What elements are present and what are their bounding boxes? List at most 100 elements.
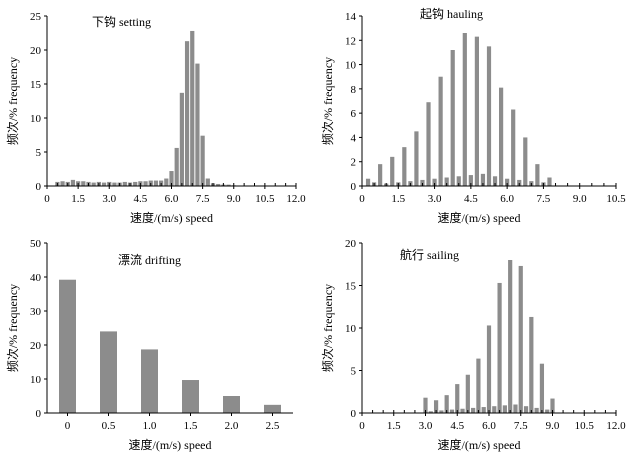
axes — [46, 243, 293, 414]
bar — [390, 156, 395, 186]
y-tick-label: 30 — [30, 306, 42, 318]
y-axis-label: 频次/% frequency — [6, 284, 20, 372]
bar — [492, 176, 498, 186]
x-axis-label: 速度/(m/s) speed — [130, 210, 213, 225]
y-tick-label: 12 — [345, 35, 356, 47]
bar — [433, 400, 439, 413]
x-tick-label: 1.5 — [387, 420, 401, 432]
bar — [81, 181, 86, 186]
x-tick-label: 6.0 — [165, 193, 179, 205]
x-tick-label: 2.0 — [225, 420, 239, 432]
bar — [456, 176, 461, 186]
x-tick-label: 1.5 — [391, 193, 405, 205]
y-tick-label: 10 — [30, 374, 42, 386]
bar — [539, 363, 545, 413]
chart-setting: 0 1.5 3.0 4.5 6.0 7.5 9.0 10.5 12.0 0 5 10 15 20 25 下钩 … — [6, 11, 306, 225]
x-tick-label: 3.0 — [428, 193, 442, 205]
chart-title: 起钩 hauling — [420, 7, 483, 21]
x-tick-label: 7.5 — [514, 420, 528, 432]
x-tick-label: 7.5 — [196, 193, 210, 205]
bar — [547, 177, 552, 186]
bar — [550, 398, 555, 413]
bar — [179, 92, 184, 186]
y-tick-label: 4 — [351, 132, 357, 144]
x-tick-label: 4.5 — [450, 420, 464, 432]
y-tick-label: 20 — [30, 340, 42, 352]
y-tick-label: 15 — [30, 79, 42, 91]
bar — [190, 30, 195, 187]
x-axis-label: 速度/(m/s) speed — [438, 210, 521, 225]
bar — [511, 109, 516, 186]
bar — [468, 175, 473, 186]
bar — [513, 404, 518, 413]
x-axis-label: 速度/(m/s) speed — [129, 437, 212, 452]
bar — [444, 395, 449, 413]
y-tick-label: 0 — [351, 408, 357, 420]
bar — [438, 76, 443, 186]
chart-sailing: 0 1.5 3.0 4.5 6.0 7.5 9.0 10.5 12.0 0 5 10 15 20 航行 sa… — [321, 238, 626, 452]
bar — [535, 164, 540, 186]
x-tick-label: 2.5 — [266, 420, 280, 432]
bar — [439, 410, 444, 413]
bar — [420, 179, 425, 186]
bar — [423, 397, 428, 413]
bar — [517, 179, 522, 186]
x-tick-label: 10.5 — [255, 193, 275, 205]
y-tick-label: 10 — [345, 323, 357, 335]
y-tick-label: 50 — [30, 238, 42, 250]
bar — [414, 131, 419, 186]
bar — [534, 407, 539, 413]
y-tick-label: 40 — [30, 272, 42, 284]
x-tick-label: 1.0 — [143, 420, 157, 432]
y-axis-label: 频次/% frequency — [321, 57, 335, 145]
bar — [462, 33, 467, 186]
bar — [476, 358, 481, 413]
bar — [141, 349, 158, 413]
x-tick-label: 4.5 — [464, 193, 478, 205]
bar — [502, 405, 507, 413]
x-tick-label: 3.0 — [102, 193, 116, 205]
y-tick-label: 20 — [30, 45, 42, 57]
bar — [474, 36, 479, 186]
x-tick-label: 1.5 — [184, 420, 198, 432]
y-tick-label: 25 — [30, 11, 42, 23]
bar — [460, 408, 465, 413]
y-tick-label: 0 — [36, 181, 42, 193]
y-tick-label: 5 — [36, 147, 42, 159]
bar — [499, 87, 504, 186]
y-tick-label: 14 — [345, 11, 357, 23]
bar — [486, 46, 492, 186]
bar — [518, 265, 523, 413]
y-axis-label: 频次/% frequency — [6, 57, 20, 145]
bar — [455, 384, 460, 413]
x-tick-label: 7.5 — [537, 193, 551, 205]
bar — [122, 181, 127, 186]
bar — [143, 181, 148, 186]
x-tick-label: 6.0 — [500, 193, 514, 205]
bar — [523, 406, 529, 413]
x-tick-label: 6.0 — [482, 420, 496, 432]
y-tick-label: 10 — [30, 113, 42, 125]
bar — [91, 182, 96, 186]
bar — [465, 374, 470, 413]
bar — [450, 50, 455, 186]
bar — [216, 183, 221, 186]
bar — [264, 404, 281, 413]
bar — [449, 409, 455, 413]
x-tick-label: 12.0 — [286, 193, 306, 205]
x-tick-label: 0 — [359, 420, 365, 432]
bar — [205, 178, 210, 186]
bar — [480, 173, 486, 186]
bar — [378, 164, 383, 186]
bar — [486, 325, 492, 413]
y-tick-label: 5 — [351, 366, 357, 378]
x-tick-label: 9.0 — [227, 193, 241, 205]
bar — [471, 407, 476, 413]
y-tick-label: 2 — [351, 157, 357, 169]
bar — [428, 411, 433, 413]
bar — [492, 406, 497, 413]
bar — [60, 181, 65, 186]
bar — [164, 178, 169, 186]
bar — [523, 137, 528, 186]
bar — [497, 282, 502, 413]
